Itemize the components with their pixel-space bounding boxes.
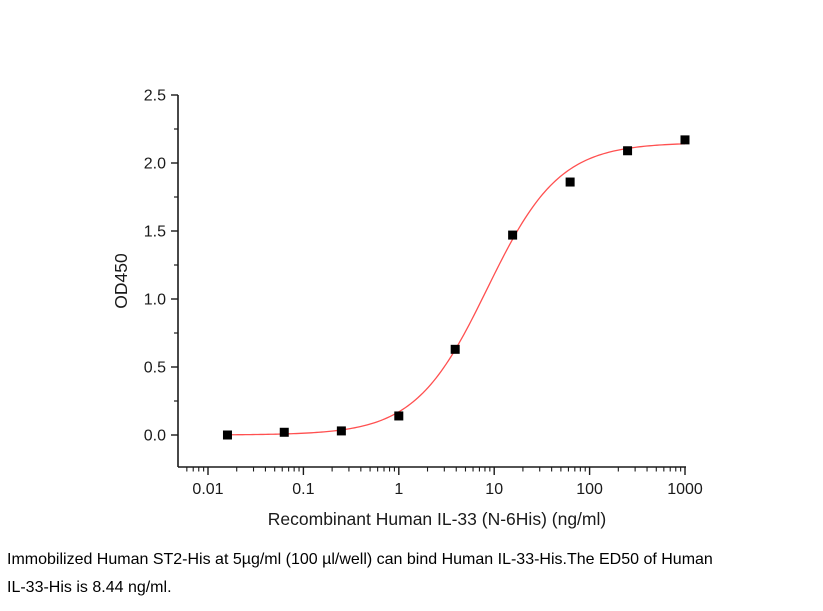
x-tick-label: 10 xyxy=(485,481,503,498)
figure-caption: Immobilized Human ST2-His at 5µg/ml (100… xyxy=(7,546,819,602)
data-point xyxy=(336,426,346,436)
x-tick-label: 1 xyxy=(394,481,403,498)
data-point xyxy=(680,135,690,145)
y-tick-label: 1.5 xyxy=(144,224,166,241)
y-tick-label: 1.0 xyxy=(144,292,166,309)
x-tick-label: 1000 xyxy=(667,481,703,498)
y-tick-label: 0.0 xyxy=(144,428,166,445)
data-point xyxy=(394,411,404,421)
y-tick-label: 2.0 xyxy=(144,156,166,173)
data-point xyxy=(565,177,575,187)
y-tick-label: 2.5 xyxy=(144,88,166,105)
y-tick-label: 0.5 xyxy=(144,360,166,377)
y-axis-title: OD450 xyxy=(111,253,131,309)
binding-curve-chart: 0.0 0.5 1.0 1.5 2.0 2.5 0.01 0.1 1 10 100 1000 OD450… xyxy=(111,88,703,530)
x-tick-label: 0.1 xyxy=(292,481,314,498)
x-tick-label: 100 xyxy=(576,481,603,498)
data-point xyxy=(279,427,289,437)
caption-line-2: IL-33-His is 8.44 ng/ml. xyxy=(7,579,172,596)
chart-canvas: 0.0 0.5 1.0 1.5 2.0 2.5 0.01 0.1 1 10 100 1000 OD450… xyxy=(111,88,703,530)
x-tick-label: 0.01 xyxy=(192,481,223,498)
data-point xyxy=(222,430,232,440)
data-point xyxy=(450,344,460,354)
data-point xyxy=(508,230,518,240)
data-point xyxy=(623,146,633,156)
fit-curve xyxy=(227,143,686,436)
x-axis-title: Recombinant Human IL-33 (N-6His) (ng/ml) xyxy=(268,509,606,529)
caption-line-1: Immobilized Human ST2-His at 5µg/ml (100… xyxy=(7,551,713,568)
